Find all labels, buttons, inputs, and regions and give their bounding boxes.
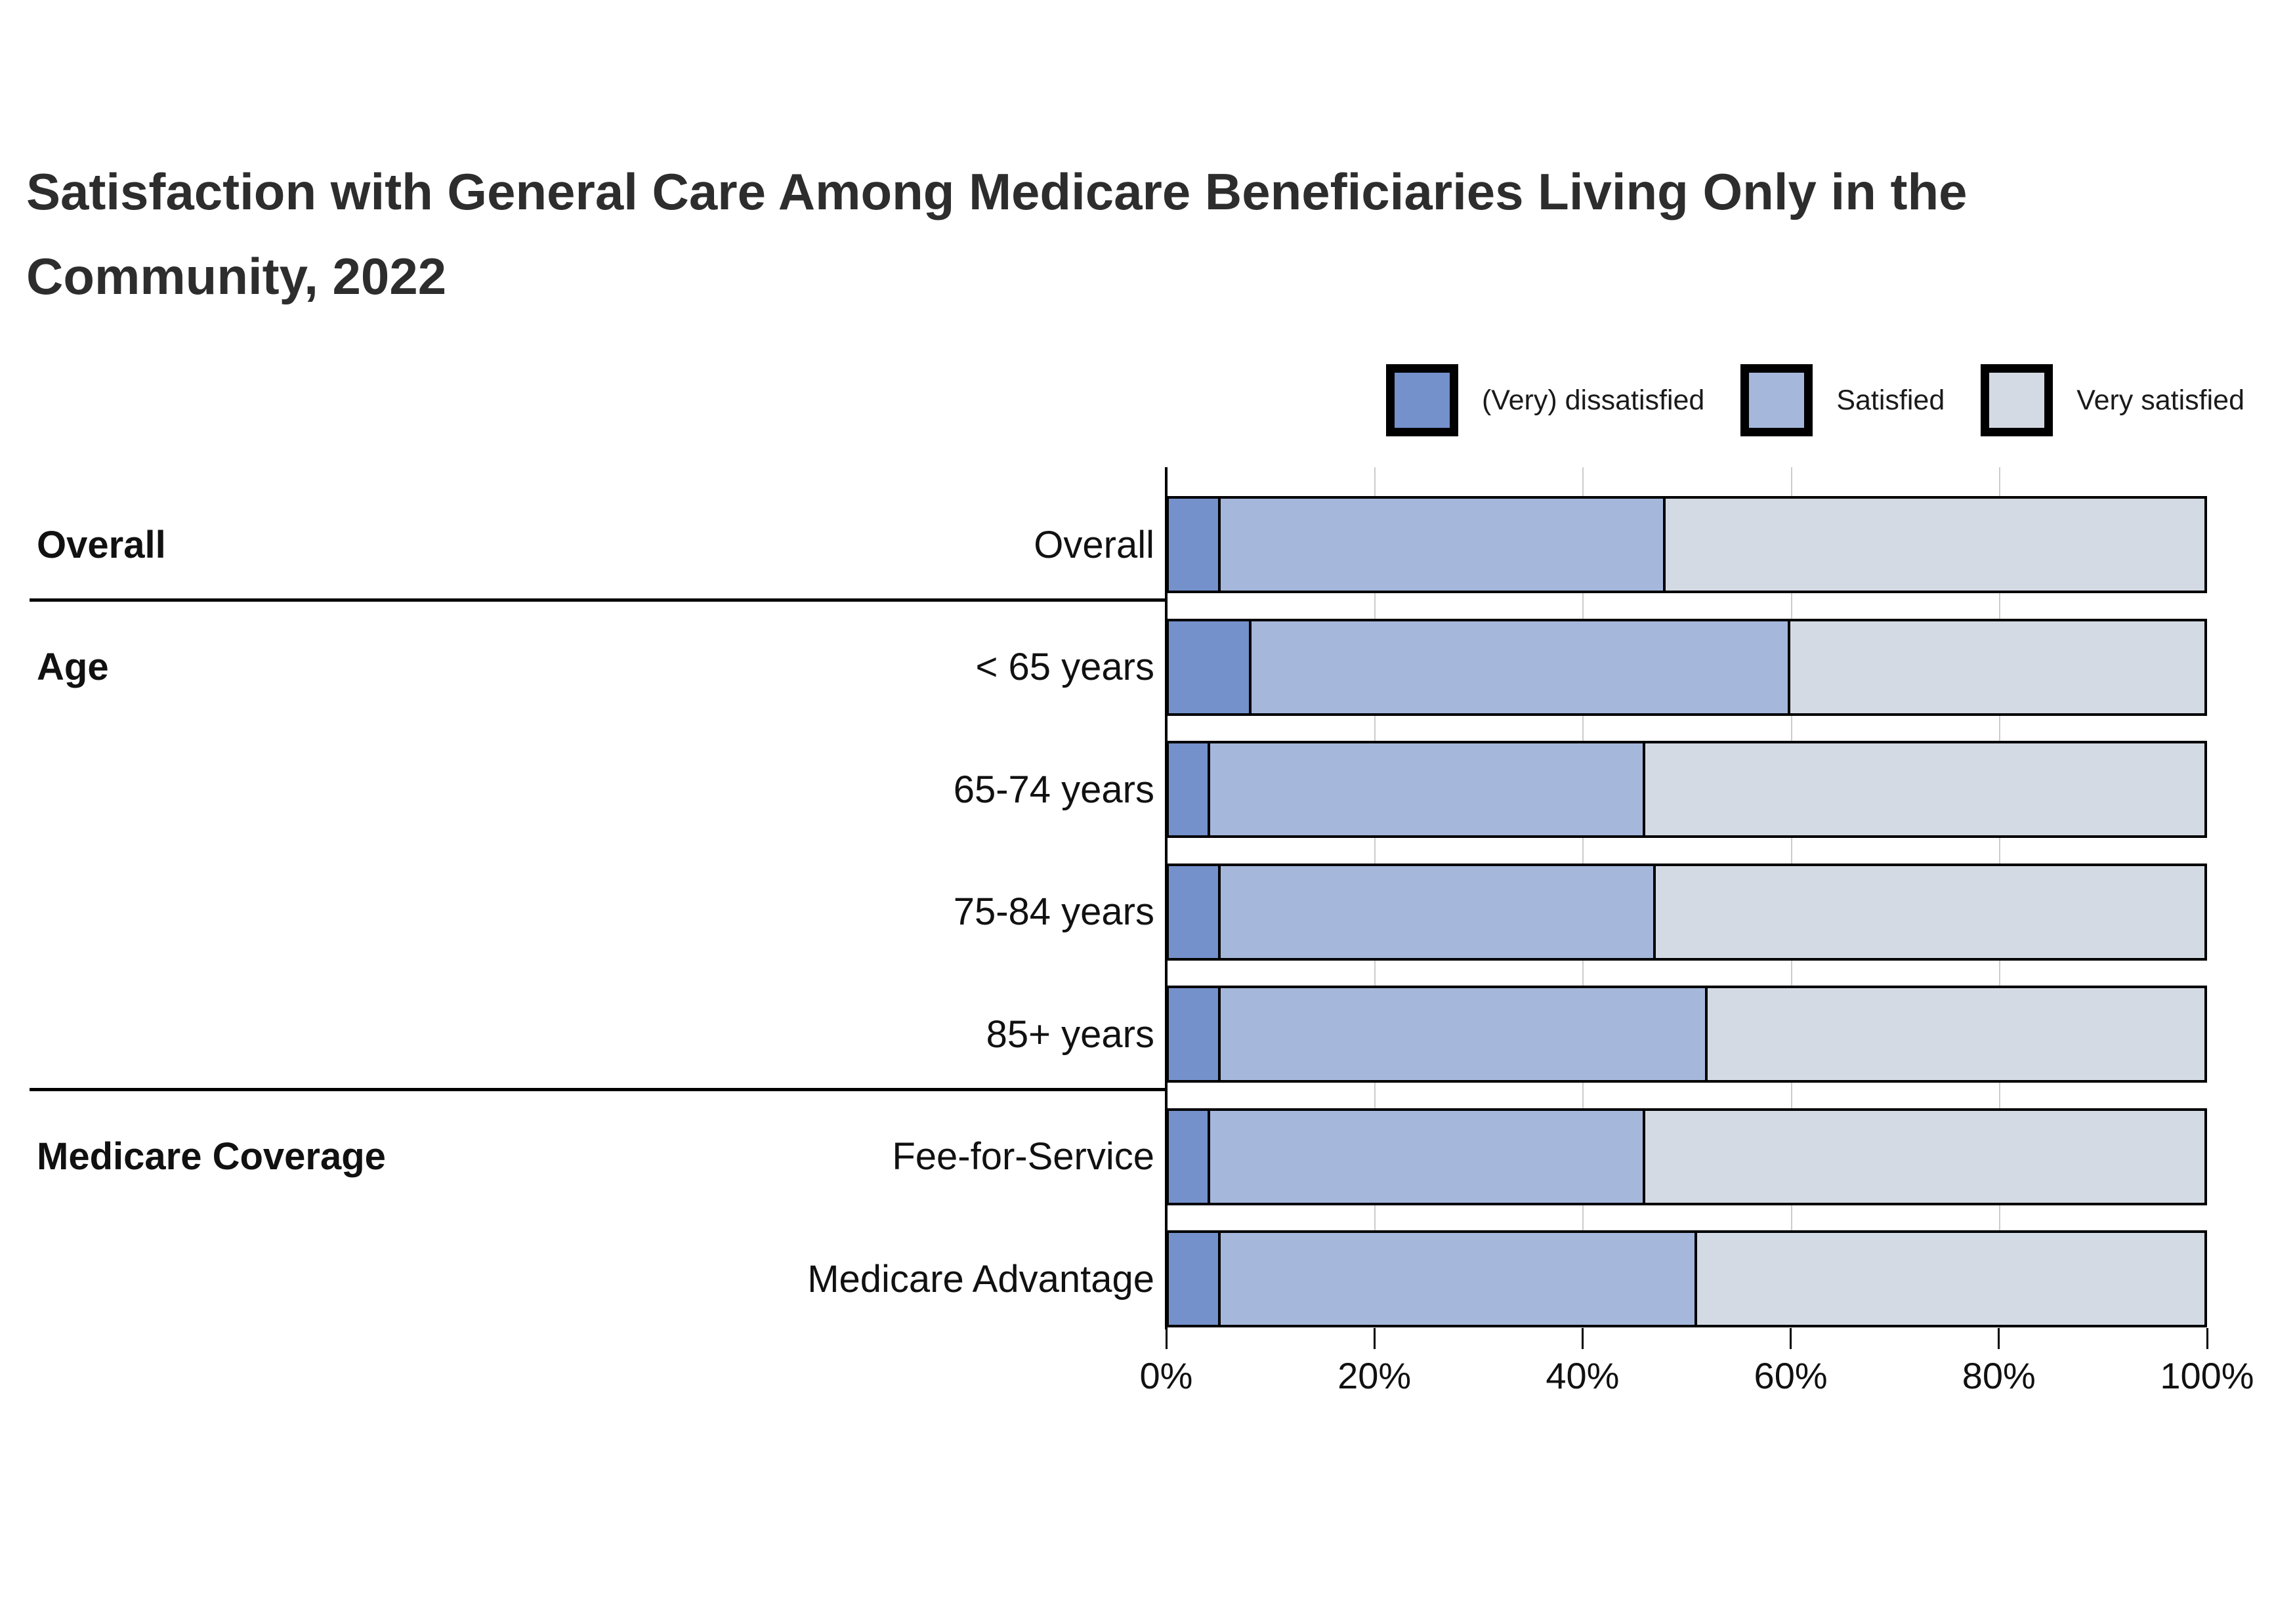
legend-item-very-satisfied[interactable]: Very satisfied — [1981, 364, 2244, 436]
row-label-medicare-advantage: Medicare Advantage — [807, 1257, 1154, 1301]
bar-segment-satisfied[interactable] — [1220, 988, 1708, 1080]
section-divider — [30, 598, 1166, 602]
bar-segment-very-dissatisfied[interactable] — [1169, 988, 1221, 1080]
x-axis-tick-0% — [1165, 1328, 1168, 1349]
row-label-85-years: 85+ years — [986, 1012, 1154, 1056]
bar-segment-satisfied[interactable] — [1252, 621, 1790, 713]
x-axis-tick-40% — [1581, 1328, 1584, 1349]
row-label-65-74-years: 65-74 years — [953, 768, 1154, 811]
bar-segment-very-dissatisfied[interactable] — [1169, 1110, 1211, 1203]
x-axis-tick-60% — [1790, 1328, 1792, 1349]
legend-label: Very satisfied — [2076, 384, 2244, 416]
legend-swatch-very-satisfied — [1981, 364, 2053, 436]
bar-segment-very-satisfied[interactable] — [1707, 988, 2204, 1080]
x-axis-tick-80% — [1998, 1328, 2000, 1349]
bar-fee-for-service — [1166, 1108, 2207, 1205]
bar-75-84-years — [1166, 863, 2207, 961]
bar-segment-very-satisfied[interactable] — [1655, 865, 2204, 958]
legend: (Very) dissatisfied Satisfied Very satisfi… — [1385, 362, 2244, 438]
row-label-65-years: < 65 years — [975, 646, 1154, 688]
x-axis-label-0%: 0% — [1139, 1355, 1193, 1396]
x-axis-label-80%: 80% — [1962, 1355, 2036, 1396]
bar-medicare-advantage — [1166, 1230, 2207, 1327]
x-axis-label-40%: 40% — [1546, 1355, 1620, 1396]
legend-swatch-satisfied — [1740, 364, 1813, 436]
bar-segment-very-satisfied[interactable] — [1645, 743, 2204, 835]
bar-65-74-years — [1166, 741, 2207, 838]
bar-65-years — [1166, 618, 2207, 716]
x-axis-label-20%: 20% — [1337, 1355, 1412, 1396]
legend-item-very-dissatisfied[interactable]: (Very) dissatisfied — [1385, 364, 1705, 436]
legend-label: (Very) dissatisfied — [1481, 384, 1705, 416]
bar-segment-satisfied[interactable] — [1220, 865, 1656, 958]
chart-title: Satisfaction with General Care Among Med… — [26, 163, 1968, 306]
bar-segment-very-satisfied[interactable] — [1666, 499, 2204, 591]
bar-segment-very-dissatisfied[interactable] — [1169, 1233, 1221, 1325]
x-axis-label-100%: 100% — [2160, 1355, 2254, 1396]
bar-segment-very-satisfied[interactable] — [1645, 1110, 2204, 1203]
bar-segment-very-dissatisfied[interactable] — [1169, 499, 1221, 591]
bar-segment-very-satisfied[interactable] — [1696, 1233, 2204, 1325]
row-label-75-84-years: 75-84 years — [953, 890, 1154, 933]
section-label-age: Age — [37, 646, 109, 688]
bar-segment-very-dissatisfied[interactable] — [1169, 743, 1211, 835]
x-axis-tick-100% — [2206, 1328, 2208, 1349]
bar-segment-satisfied[interactable] — [1220, 1233, 1697, 1325]
row-label-overall: Overall — [1034, 523, 1154, 566]
bar-segment-very-dissatisfied[interactable] — [1169, 865, 1221, 958]
x-axis-tick-20% — [1373, 1328, 1376, 1349]
bar-85-years — [1166, 986, 2207, 1083]
bar-overall — [1166, 496, 2207, 593]
bar-segment-satisfied[interactable] — [1220, 499, 1666, 591]
bar-segment-satisfied[interactable] — [1210, 1110, 1645, 1203]
section-label-overall: Overall — [37, 523, 166, 566]
legend-swatch-very-dissatisfied — [1385, 364, 1458, 436]
section-label-medicare-coverage: Medicare Coverage — [37, 1135, 386, 1178]
bar-segment-very-satisfied[interactable] — [1790, 621, 2204, 713]
y-axis-line — [1165, 467, 1168, 1329]
section-divider — [30, 1088, 1166, 1091]
row-label-fee-for-service: Fee-for-Service — [892, 1135, 1154, 1178]
bar-segment-satisfied[interactable] — [1210, 743, 1645, 835]
legend-label: Satisfied — [1836, 384, 1945, 416]
legend-item-satisfied[interactable]: Satisfied — [1740, 364, 1945, 436]
bar-segment-very-dissatisfied[interactable] — [1169, 621, 1252, 713]
x-axis-label-60%: 60% — [1754, 1355, 1828, 1396]
